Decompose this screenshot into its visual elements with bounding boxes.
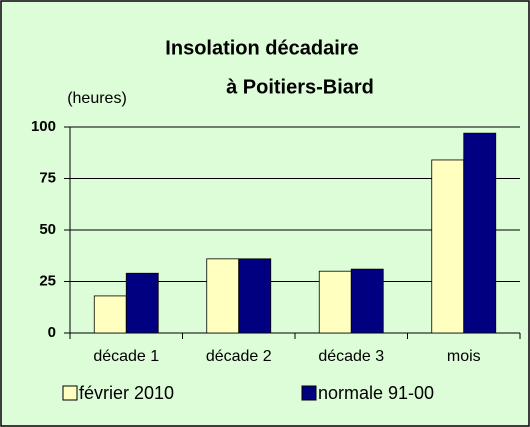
- y-tick-label: 25: [39, 272, 56, 289]
- legend-swatch: [62, 385, 78, 401]
- bar: [93, 295, 127, 334]
- bar: [350, 268, 384, 334]
- y-tick-label: 75: [39, 169, 56, 186]
- y-tick-label: 0: [48, 324, 56, 341]
- bar: [125, 272, 159, 334]
- bar: [431, 159, 465, 334]
- bar: [238, 258, 272, 334]
- x-tick-label: mois: [447, 348, 481, 365]
- y-axis-label: (heures): [67, 90, 127, 107]
- chart-title: à Poitiers-Biard: [226, 76, 374, 98]
- legend-label: février 2010: [79, 383, 174, 403]
- y-tick-label: 100: [31, 118, 56, 135]
- bar: [318, 270, 352, 334]
- bar: [463, 132, 497, 334]
- bar: [206, 258, 240, 334]
- x-tick-label: décade 3: [318, 348, 384, 365]
- x-tick-label: décade 1: [93, 348, 159, 365]
- chart-title: Insolation décadaire: [165, 37, 358, 59]
- x-tick-label: décade 2: [206, 348, 272, 365]
- legend-label: normale 91-00: [318, 383, 434, 403]
- legend-swatch: [301, 385, 317, 401]
- y-tick-label: 50: [39, 221, 56, 238]
